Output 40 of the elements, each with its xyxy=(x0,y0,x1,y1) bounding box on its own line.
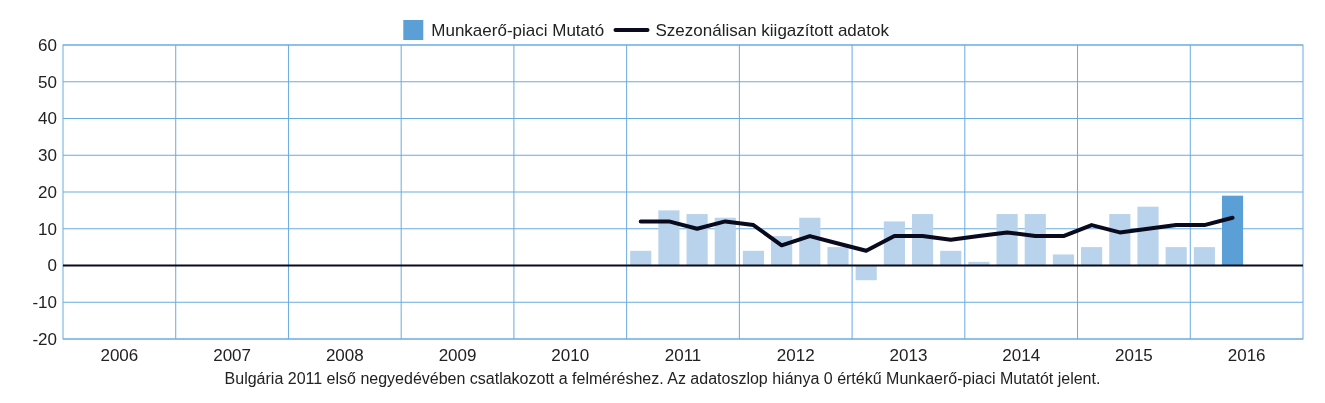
y-tick-label: -10 xyxy=(32,293,57,313)
legend-label: Munkaerő-piaci Mutató xyxy=(431,20,605,40)
bar xyxy=(742,250,765,266)
bar xyxy=(1193,247,1215,266)
y-tick-label: 60 xyxy=(38,35,57,55)
x-tick-label: 2012 xyxy=(776,346,815,365)
text: Bulgária 2011 első negyedévében csatlakozott a felméréshez. Az adatoszlop hiánya 0 értékű Munkaerő-piaci Mutatót jelent. xyxy=(224,370,1101,387)
legend-label: Szezonálisan kiigazított adatok xyxy=(655,20,890,40)
bar xyxy=(827,247,849,266)
x-tick-label: 2014 xyxy=(1002,346,1041,365)
x-tick-label: 2008 xyxy=(325,346,364,365)
y-tick-label: -20 xyxy=(32,329,57,349)
y-tick-label: 50 xyxy=(38,72,57,92)
bar xyxy=(911,214,934,266)
x-tick-label: 2013 xyxy=(889,346,928,365)
bar xyxy=(1165,247,1187,266)
x-tick-label: 2011 xyxy=(664,346,702,365)
bar xyxy=(996,214,1018,266)
y-tick-label: 40 xyxy=(38,109,57,129)
y-tick-label: 0 xyxy=(47,256,57,276)
y-tick-label: 30 xyxy=(38,146,57,166)
bar xyxy=(1109,214,1131,266)
bar xyxy=(1221,195,1244,266)
x-tick-label: 2016 xyxy=(1227,346,1266,365)
y-tick-label: 10 xyxy=(38,219,57,239)
bar xyxy=(1137,206,1159,266)
x-tick-label: 2015 xyxy=(1114,346,1153,365)
bar xyxy=(686,214,708,266)
line-series xyxy=(638,215,1235,253)
y-tick-label: 20 xyxy=(38,182,57,202)
bar xyxy=(1081,247,1103,266)
bar xyxy=(1052,254,1075,266)
bar xyxy=(1024,214,1046,266)
x-tick-label: 2007 xyxy=(213,346,251,365)
bar xyxy=(630,250,652,266)
x-tick-label: 2006 xyxy=(100,346,139,365)
x-tick-label: 2010 xyxy=(551,346,590,365)
bar xyxy=(658,210,680,266)
bar xyxy=(940,250,962,266)
x-tick-label: 2009 xyxy=(438,346,477,365)
